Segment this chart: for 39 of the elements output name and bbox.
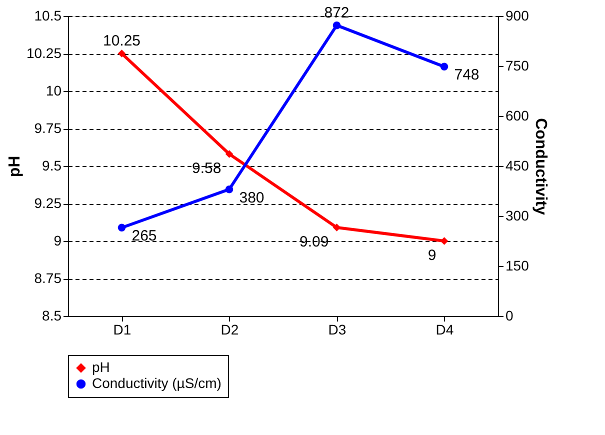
point	[332, 224, 341, 232]
x-tick-label: D4	[436, 322, 454, 338]
x-tick-label: D3	[328, 322, 346, 338]
data-label: 9	[428, 247, 436, 264]
data-label: 265	[132, 228, 157, 245]
y2-tick-label: 750	[506, 58, 530, 74]
y-tick-label: 8.5	[42, 308, 62, 324]
y2-tick-label: 600	[506, 108, 530, 124]
y-tick-label: 9.75	[34, 120, 62, 136]
point	[440, 62, 448, 71]
x-tick-label: D2	[220, 322, 239, 338]
y2-tick-label: 150	[506, 258, 530, 274]
point	[440, 237, 448, 245]
data-label: 9.09	[300, 234, 329, 250]
data-label: 10.25	[102, 32, 141, 50]
y2-tick-label: 900	[506, 8, 530, 24]
point	[118, 224, 126, 232]
y2-axis-title: Conductivity	[532, 118, 549, 216]
x-tick-label: D1	[113, 322, 132, 338]
y-tick-label: 8.75	[34, 270, 62, 286]
y-tick-label: 10	[46, 82, 62, 98]
point	[332, 21, 341, 30]
point	[118, 50, 126, 58]
y-tick-label: 10.5	[34, 8, 62, 24]
point	[225, 150, 234, 158]
legend-label: Conductivity (µS/cm)	[92, 375, 222, 391]
data-label: 748	[454, 66, 480, 84]
data-label: 380	[239, 189, 264, 206]
y-tick-label: 9	[54, 232, 62, 248]
y2-tick-label: 0	[506, 308, 514, 324]
y-tick-label: 9.5	[42, 158, 62, 174]
y-tick-label: 10.25	[26, 45, 62, 61]
y2-tick-label: 300	[506, 208, 530, 224]
y2-tick-label: 450	[506, 158, 530, 174]
legend-label: pH	[92, 359, 110, 375]
y-axis-title: pH	[6, 156, 24, 178]
y-tick-label: 9.25	[34, 195, 62, 211]
data-label: 9.58	[192, 160, 222, 177]
point	[225, 185, 234, 194]
